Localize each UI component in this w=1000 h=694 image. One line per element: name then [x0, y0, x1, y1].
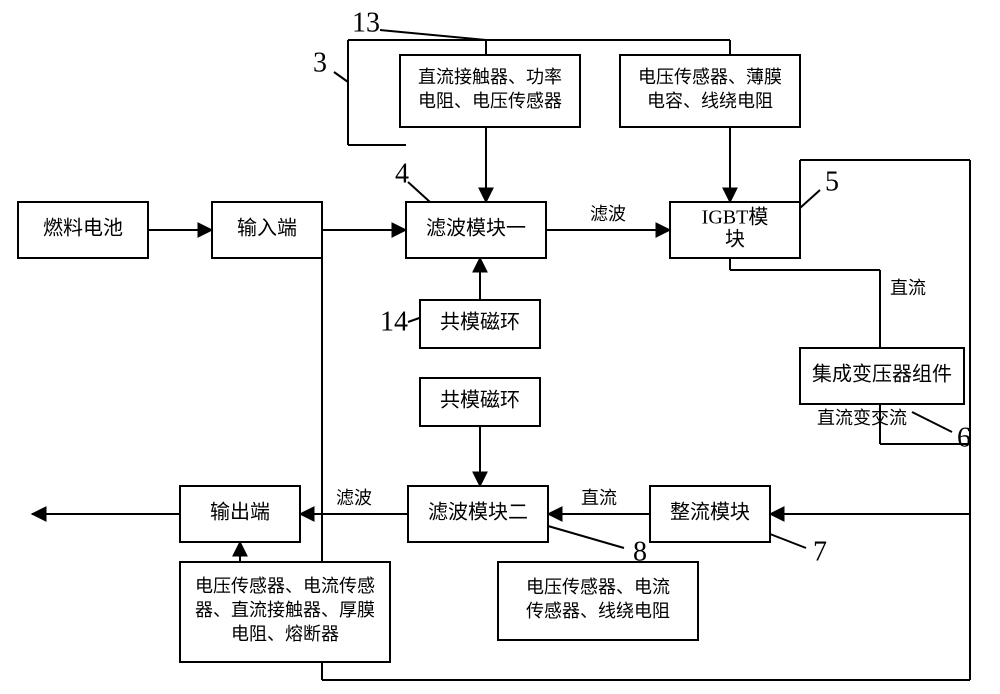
callout-number: 3 — [313, 47, 327, 78]
callout-number: 14 — [380, 306, 408, 337]
svg-text:直流: 直流 — [890, 278, 926, 298]
block-diagram: 滤波滤波直流直流直流变交流燃料电池输入端滤波模块一IGBT模块直流接触器、功率电… — [0, 0, 1000, 694]
block-label: 集成变压器组件 — [812, 363, 952, 386]
block-label: 燃料电池 — [43, 217, 123, 240]
svg-text:滤波: 滤波 — [590, 204, 626, 224]
block-label: 电压传感器、薄膜 — [638, 67, 782, 87]
svg-text:直流变交流: 直流变交流 — [817, 408, 907, 428]
block-label: 传感器、线绕电阻 — [526, 601, 670, 621]
callout-number: 7 — [813, 536, 827, 567]
block-label: 块 — [725, 228, 745, 251]
block-label: IGBT模 — [702, 206, 769, 229]
block-label: 共模磁环 — [440, 311, 520, 334]
callout-number: 4 — [395, 158, 409, 189]
block-label: 电阻、电压传感器 — [418, 91, 562, 111]
block-label: 滤波模块二 — [428, 501, 528, 524]
callout-number: 13 — [352, 7, 380, 38]
block-label: 整流模块 — [670, 501, 750, 524]
block-label: 电压传感器、电流传感 — [195, 576, 375, 596]
block-label: 电压传感器、电流 — [526, 577, 670, 597]
block-label: 输出端 — [210, 501, 270, 524]
block-label: 电容、线绕电阻 — [647, 91, 773, 111]
boxes-layer — [18, 55, 964, 662]
block-label: 输入端 — [237, 217, 297, 240]
block-label: 滤波模块一 — [426, 217, 526, 240]
block-label: 共模磁环 — [440, 389, 520, 412]
block-label: 电阻、熔断器 — [231, 624, 339, 644]
block-label: 直流接触器、功率 — [418, 67, 562, 87]
svg-text:滤波: 滤波 — [336, 488, 372, 508]
svg-text:直流: 直流 — [581, 488, 617, 508]
callout-number: 6 — [957, 422, 971, 453]
labels-layer: 滤波滤波直流直流直流变交流燃料电池输入端滤波模块一IGBT模块直流接触器、功率电… — [43, 7, 971, 644]
callout-number: 5 — [825, 166, 839, 197]
block-label: 器、直流接触器、厚膜 — [195, 600, 375, 620]
callout-number: 8 — [633, 536, 647, 567]
